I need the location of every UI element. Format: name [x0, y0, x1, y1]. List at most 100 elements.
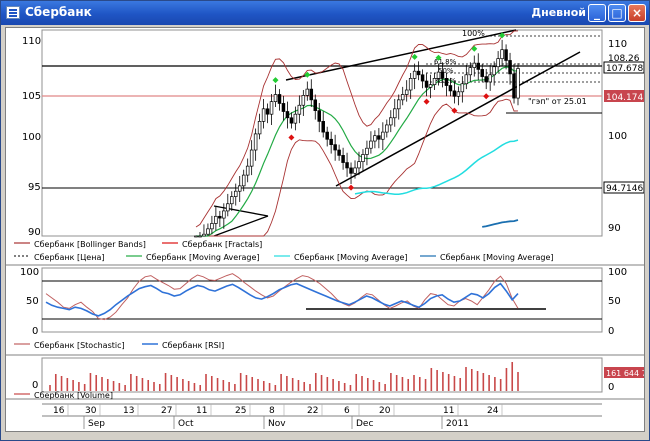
price-y-axis: 110 105 100 95 90: [22, 36, 41, 238]
volume-bar: [274, 385, 277, 391]
legend-ma-fast: Сбербанк [Moving Average]: [146, 253, 260, 262]
candle: [396, 94, 401, 120]
price-label-94: 94.7146: [606, 184, 643, 194]
candle: [400, 86, 405, 106]
maximize-button[interactable]: □: [608, 4, 626, 22]
fib-61-label: 61.8%: [434, 58, 457, 66]
volume-bar: [384, 384, 386, 391]
time-day-label: 11: [196, 406, 207, 416]
volume-bar: [89, 373, 92, 391]
volume-bar: [349, 385, 352, 391]
price-legend: Сбербанк [Bollinger Bands] Сбербанк [Fra…: [14, 240, 554, 262]
y-tick: 105: [22, 91, 41, 102]
volume-bar: [187, 381, 190, 391]
candle: [234, 183, 238, 206]
volume-bar: [193, 383, 196, 391]
fractal-up-marker: [411, 53, 418, 60]
timeframe-label: Дневной: [531, 6, 586, 19]
volume-bar: [297, 380, 300, 391]
osc-tick: 50: [26, 296, 39, 307]
volume-bar: [251, 377, 254, 391]
price-label-108: 108.26: [608, 54, 640, 64]
volume-bar: [418, 377, 421, 391]
candle: [261, 98, 266, 129]
title-bar[interactable]: Сбербанк Дневной _ □ ×: [1, 1, 649, 25]
fib-100-label: 100%: [462, 29, 485, 38]
candle: [361, 149, 365, 171]
volume-bar: [488, 375, 490, 391]
volume-label-box: [604, 367, 644, 378]
candle: [214, 206, 218, 231]
volume-bar: [291, 378, 294, 391]
time-day-label: 16: [53, 406, 65, 416]
volume-bar: [499, 379, 502, 391]
volume-max-label: 161 644 70: [606, 369, 644, 378]
legend-price: Сбербанк [Цена]: [34, 253, 104, 262]
candle: [222, 203, 226, 229]
fractal-down-marker: [348, 184, 355, 191]
candle: [289, 112, 294, 129]
candle: [281, 95, 286, 121]
volume-bar: [78, 382, 80, 391]
candle: [424, 73, 429, 97]
chart-area[interactable]: 110 105 100 95 90 110 100 90 108.26 107.…: [5, 27, 650, 432]
volume-bar: [280, 374, 282, 391]
fractal-down-marker: [451, 107, 458, 114]
volume-tick: 0: [32, 380, 38, 391]
close-button[interactable]: ×: [628, 4, 646, 22]
volume-bar: [453, 376, 456, 391]
volume-bar: [228, 382, 230, 391]
volume-bar: [413, 375, 415, 391]
y-tick: 95: [28, 182, 41, 193]
chart-svg[interactable]: 110 105 100 95 90 110 100 90 108.26 107.…: [6, 28, 650, 431]
volume-bar: [511, 362, 514, 391]
volume-bar: [153, 382, 155, 391]
volume-bar: [303, 382, 306, 391]
candle: [456, 86, 461, 106]
candle: [345, 152, 349, 177]
volume-bar: [135, 376, 138, 391]
volume-bar: [470, 369, 473, 391]
volume-bar: [216, 378, 219, 391]
volume-bar: [199, 385, 202, 391]
volume-bar: [309, 384, 311, 391]
volume-bar: [176, 377, 178, 391]
fractal-markers: [272, 32, 506, 191]
volume-bar: [494, 377, 496, 391]
volume-bar: [54, 374, 57, 391]
volume-bar: [106, 379, 109, 391]
candle: [301, 90, 306, 116]
volume-bar: [401, 377, 404, 391]
window-title: Сбербанк: [25, 5, 92, 19]
fractal-up-marker: [304, 71, 311, 78]
candle: [325, 126, 329, 147]
time-month-label: 2011: [446, 419, 469, 429]
price-y-axis-right: 110 100 90 108.26 107.678 104.174 94.714…: [603, 39, 645, 234]
candle: [476, 53, 480, 81]
candle: [337, 144, 341, 161]
bollinger-bands: [195, 30, 519, 237]
candle: [321, 111, 325, 138]
oscillator-lines: [45, 273, 519, 321]
candle: [313, 94, 318, 120]
volume-legend: Сбербанк [Volume]: [14, 391, 113, 400]
volume-bar: [112, 381, 115, 391]
volume-zero-right: 0: [608, 382, 614, 393]
legend-ma-mid: Сбербанк [Moving Average]: [294, 253, 408, 262]
minimize-button[interactable]: _: [588, 4, 606, 22]
price-box-104: [604, 90, 644, 102]
osc-tick-right: 100: [608, 267, 627, 278]
candle: [412, 63, 417, 90]
candle: [444, 72, 449, 97]
y-tick-right: 90: [608, 223, 621, 234]
y-tick-right: 100: [608, 131, 627, 142]
volume-bar: [378, 382, 381, 391]
time-day-label: 25: [235, 406, 246, 416]
candle: [488, 64, 492, 91]
fractal-up-marker: [435, 54, 442, 61]
candle: [198, 231, 202, 238]
candle: [273, 84, 278, 108]
trend-channel: [213, 29, 581, 237]
